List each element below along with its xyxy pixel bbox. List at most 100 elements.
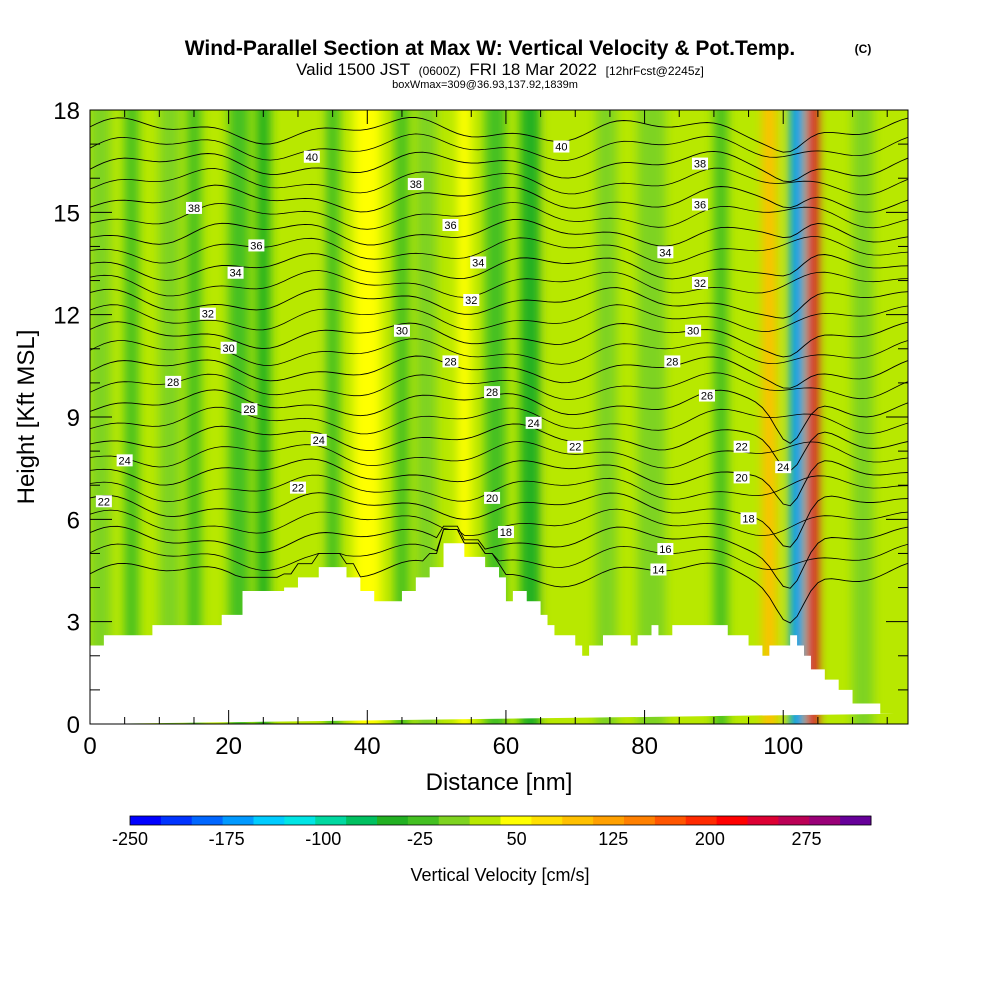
terrain-mask bbox=[90, 543, 895, 724]
theta-contour-line bbox=[90, 167, 908, 196]
theta-contour-line bbox=[90, 529, 908, 624]
colorbar-swatch bbox=[284, 816, 316, 825]
contour-label: 28 bbox=[484, 386, 501, 399]
contour-label: 40 bbox=[553, 140, 570, 154]
velocity-band bbox=[124, 110, 139, 724]
colorbar-swatch bbox=[778, 816, 810, 825]
contour-label: 18 bbox=[740, 512, 757, 525]
colorbar-swatch bbox=[438, 816, 471, 825]
colorbar-swatch bbox=[809, 816, 841, 825]
svg-text:34: 34 bbox=[472, 258, 484, 270]
theta-contour-line bbox=[90, 525, 908, 589]
contour-label: 36 bbox=[248, 239, 265, 252]
contour-label: 32 bbox=[692, 276, 709, 290]
colorbar-swatch bbox=[840, 816, 872, 825]
contour-label: 22 bbox=[733, 440, 750, 454]
svg-text:28: 28 bbox=[666, 356, 678, 368]
colorbar-tick-label: -250 bbox=[112, 829, 148, 849]
theta-contour-line bbox=[90, 458, 908, 507]
colorbar-swatch bbox=[346, 816, 378, 825]
theta-contour-line bbox=[90, 492, 908, 548]
svg-text:30: 30 bbox=[223, 343, 235, 355]
theta-contour-line bbox=[90, 321, 908, 358]
theta-contour-line bbox=[90, 423, 908, 472]
contour-label: 30 bbox=[685, 324, 702, 338]
contour-label: 34 bbox=[657, 246, 674, 259]
theta-contour-line bbox=[90, 529, 908, 571]
svg-text:22: 22 bbox=[736, 442, 748, 454]
contour-label: 36 bbox=[442, 218, 459, 232]
svg-text:38: 38 bbox=[188, 203, 200, 215]
forecast-info: [12hrFcst@2245z] bbox=[606, 64, 704, 78]
x-tick-label: 80 bbox=[631, 733, 658, 760]
colorbar-swatch bbox=[222, 816, 254, 825]
contour-label: 24 bbox=[775, 461, 792, 474]
svg-text:14: 14 bbox=[652, 565, 664, 577]
y-tick-label: 18 bbox=[53, 98, 80, 125]
velocity-band bbox=[547, 110, 562, 724]
contour-label: 40 bbox=[303, 150, 320, 164]
theta-contour-line bbox=[90, 117, 908, 153]
velocity-band bbox=[228, 110, 250, 724]
svg-text:22: 22 bbox=[569, 442, 581, 454]
velocity-band bbox=[713, 110, 728, 724]
contour-label: 28 bbox=[664, 355, 681, 368]
svg-text:22: 22 bbox=[98, 496, 110, 508]
velocity-band bbox=[790, 110, 805, 724]
svg-text:22: 22 bbox=[292, 483, 304, 495]
colorbar-swatch bbox=[160, 816, 193, 825]
colorbar-tick-label: -100 bbox=[305, 829, 341, 849]
colorbar-swatch bbox=[130, 816, 162, 825]
velocity-band bbox=[395, 110, 409, 724]
colorbar-swatch bbox=[500, 816, 532, 825]
theta-contour-line bbox=[90, 150, 908, 183]
velocity-band bbox=[637, 110, 666, 724]
x-tick-label: 60 bbox=[493, 733, 520, 760]
theta-contours bbox=[90, 117, 908, 624]
contour-labels: 40 40 38 38 38 36 36 36 34 34 34 32 32 32 30 30 30 28 28 28… bbox=[95, 140, 792, 577]
svg-text:32: 32 bbox=[694, 278, 706, 290]
svg-text:36: 36 bbox=[444, 220, 456, 232]
valid-utc: (0600Z) bbox=[419, 64, 461, 78]
chart-subtitle: Valid 1500 JST (0600Z) FRI 18 Mar 2022 [… bbox=[296, 60, 704, 79]
contour-label: 22 bbox=[289, 481, 306, 495]
svg-text:18: 18 bbox=[742, 513, 754, 525]
svg-text:20: 20 bbox=[486, 493, 498, 505]
colorbar bbox=[129, 815, 872, 826]
contour-label: 28 bbox=[442, 355, 459, 368]
valid-time: Valid 1500 JST bbox=[296, 60, 410, 79]
theta-contour-line bbox=[90, 372, 908, 401]
contour-label: 38 bbox=[692, 157, 709, 171]
y-tick-label: 0 bbox=[67, 712, 80, 739]
svg-text:38: 38 bbox=[410, 179, 422, 191]
valid-date: FRI 18 Mar 2022 bbox=[469, 60, 597, 79]
colorbar-swatch bbox=[624, 816, 656, 825]
contour-label: 32 bbox=[463, 294, 480, 307]
contour-label: 38 bbox=[407, 178, 424, 191]
colorbar-tick-label: 125 bbox=[598, 829, 628, 849]
plot-area bbox=[90, 110, 908, 724]
y-tick-label: 12 bbox=[53, 303, 80, 330]
theta-contour-line bbox=[90, 440, 908, 469]
x-tick-label: 100 bbox=[763, 733, 803, 760]
contour-label: 22 bbox=[567, 440, 584, 454]
colorbar-label: Vertical Velocity [cm/s] bbox=[410, 865, 589, 885]
contour-label: 20 bbox=[484, 491, 501, 505]
contour-label: 34 bbox=[470, 256, 487, 270]
contour-label: 32 bbox=[199, 307, 216, 321]
chart-title: Wind-Parallel Section at Max W: Vertical… bbox=[185, 37, 796, 60]
theta-contour-line bbox=[90, 287, 908, 319]
theta-contour-line bbox=[90, 270, 908, 298]
x-tick-label: 40 bbox=[354, 733, 381, 760]
svg-text:34: 34 bbox=[659, 247, 671, 259]
copyright-mark: (C) bbox=[855, 42, 872, 56]
svg-text:Valid 1500 JST (0600Z): Valid 1500 JST (0600Z) FRI 18 Mar 2022 [… bbox=[296, 60, 704, 79]
theta-contour-line bbox=[90, 133, 908, 162]
contour-label: 28 bbox=[165, 375, 182, 389]
contour-label: 38 bbox=[185, 201, 202, 215]
svg-text:36: 36 bbox=[694, 200, 706, 212]
contour-label: 36 bbox=[692, 198, 709, 212]
theta-contour-line bbox=[90, 355, 908, 389]
